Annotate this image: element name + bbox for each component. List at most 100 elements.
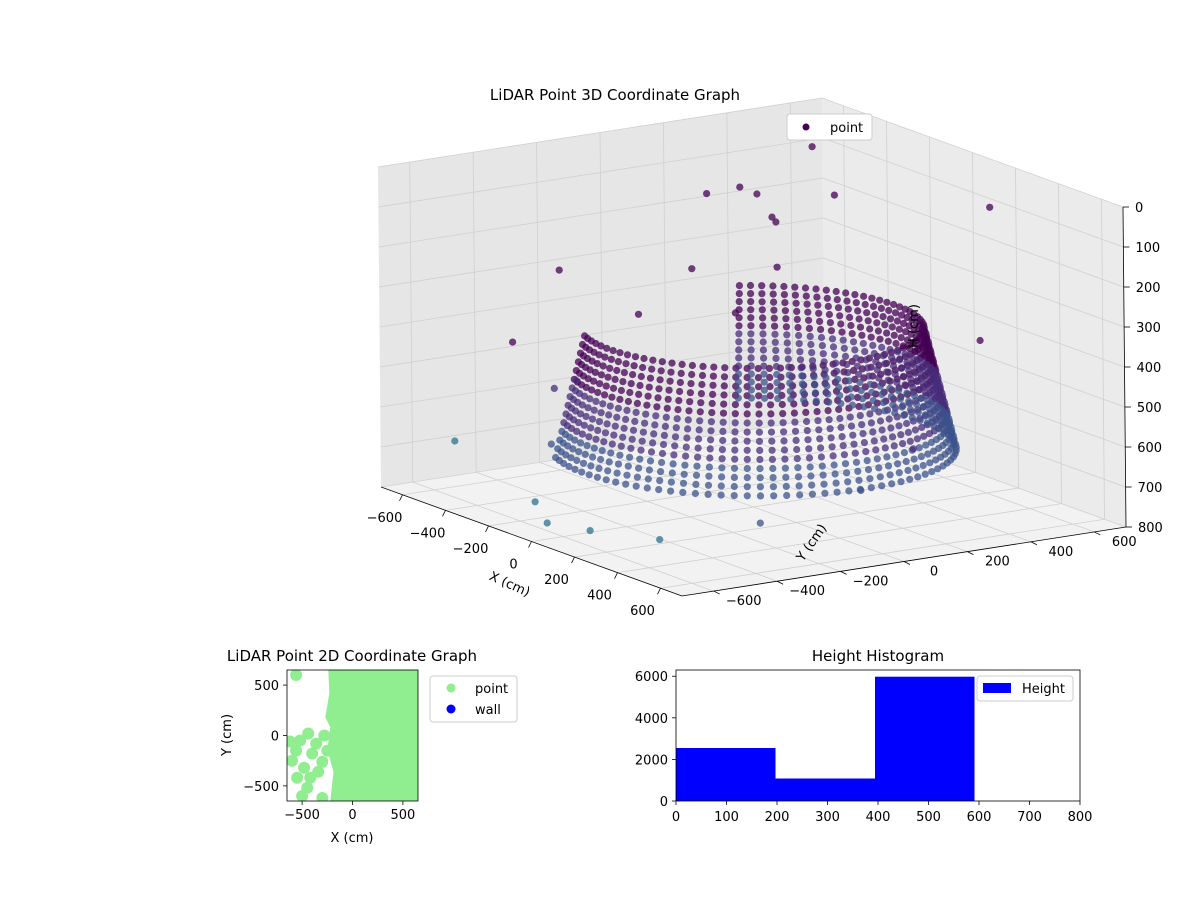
data-point <box>658 358 666 366</box>
data-point <box>919 402 928 411</box>
data-point <box>844 305 852 313</box>
data-point <box>747 346 755 354</box>
data-point <box>756 465 764 473</box>
legend-label-wall: wall <box>475 703 501 718</box>
data-point <box>578 468 586 476</box>
data-point <box>720 400 728 408</box>
legend-swatch-height <box>983 683 1011 693</box>
data-point <box>796 348 804 356</box>
data-point <box>565 462 573 471</box>
data-point <box>660 431 669 439</box>
data-point <box>879 313 887 321</box>
data-point <box>796 491 804 499</box>
data-point <box>597 371 606 379</box>
data-point <box>772 346 780 354</box>
data-point <box>735 282 744 290</box>
chart-histogram: 0 100 200 300 400 500 600 700 800 0 2000 4000 6000 H… <box>635 647 1093 825</box>
data-point <box>876 473 884 481</box>
data-point <box>590 377 598 385</box>
data-point <box>674 406 682 414</box>
data-point <box>874 327 883 335</box>
data-point <box>634 310 643 318</box>
data-point <box>688 265 696 273</box>
data-point <box>804 436 812 444</box>
data-point <box>824 302 832 310</box>
data-point <box>755 410 763 418</box>
data-point <box>858 421 866 429</box>
data-point <box>721 364 729 372</box>
data-point <box>734 370 743 378</box>
data-point <box>637 372 645 381</box>
data-point <box>825 416 833 424</box>
data-point <box>747 378 755 386</box>
data-point <box>830 191 839 199</box>
data-point <box>734 386 742 394</box>
data-point <box>782 482 790 490</box>
data-point <box>710 363 718 371</box>
data-point <box>923 419 931 427</box>
data-point <box>743 428 751 436</box>
data-point <box>571 436 579 444</box>
data-point <box>703 190 711 198</box>
z-tick-label: 100 <box>1135 241 1160 256</box>
data-point <box>846 385 854 393</box>
data-point <box>895 422 903 430</box>
data-point <box>770 492 778 500</box>
data-point <box>907 375 915 383</box>
data-point <box>571 465 579 473</box>
data-point <box>844 369 852 377</box>
data-point <box>704 490 712 498</box>
data-point <box>890 442 898 450</box>
data-point <box>623 471 631 479</box>
data-point <box>640 354 648 363</box>
data-point <box>720 382 728 390</box>
data-point <box>817 325 825 333</box>
data-point <box>756 492 765 500</box>
data-point <box>856 412 864 420</box>
data-point <box>596 380 604 388</box>
data-point <box>772 354 780 362</box>
data-point <box>664 395 672 403</box>
data-point <box>838 433 846 441</box>
z-tick-label: 700 <box>1138 481 1163 496</box>
data-point <box>843 360 851 369</box>
data-point <box>717 491 725 499</box>
data-point <box>895 469 903 477</box>
data-point <box>582 412 590 421</box>
data-point <box>903 419 911 428</box>
data-point <box>840 451 849 459</box>
data-point <box>662 413 670 421</box>
data-point <box>868 388 876 396</box>
x-tick-label: 0 <box>672 810 680 825</box>
gridline-z <box>822 217 1125 328</box>
data-point <box>872 446 880 454</box>
data-point <box>747 370 755 378</box>
data-point <box>901 305 909 313</box>
data-point <box>818 462 826 470</box>
data-point <box>822 374 830 382</box>
gridline-z <box>378 137 823 208</box>
data-point <box>653 403 661 411</box>
data-point <box>771 330 779 338</box>
data-point <box>759 346 768 354</box>
chart-3d-xlabel: X (cm) <box>487 569 532 600</box>
legend-frame <box>786 113 873 141</box>
data-point <box>310 737 323 750</box>
data-point <box>866 475 874 483</box>
data-point <box>584 404 592 412</box>
data-point <box>755 401 763 409</box>
data-point <box>780 428 788 436</box>
data-point <box>820 480 828 488</box>
data-point <box>918 423 926 431</box>
data-point <box>575 419 583 427</box>
legend-label-point: point <box>830 121 863 136</box>
data-point <box>630 362 638 370</box>
x-tick-label: 100 <box>714 810 739 825</box>
data-point <box>803 417 811 426</box>
data-point <box>632 482 640 490</box>
data-point <box>677 369 685 377</box>
data-point <box>903 313 911 322</box>
data-point <box>731 309 740 317</box>
data-point <box>915 444 923 452</box>
data-point <box>792 436 800 444</box>
